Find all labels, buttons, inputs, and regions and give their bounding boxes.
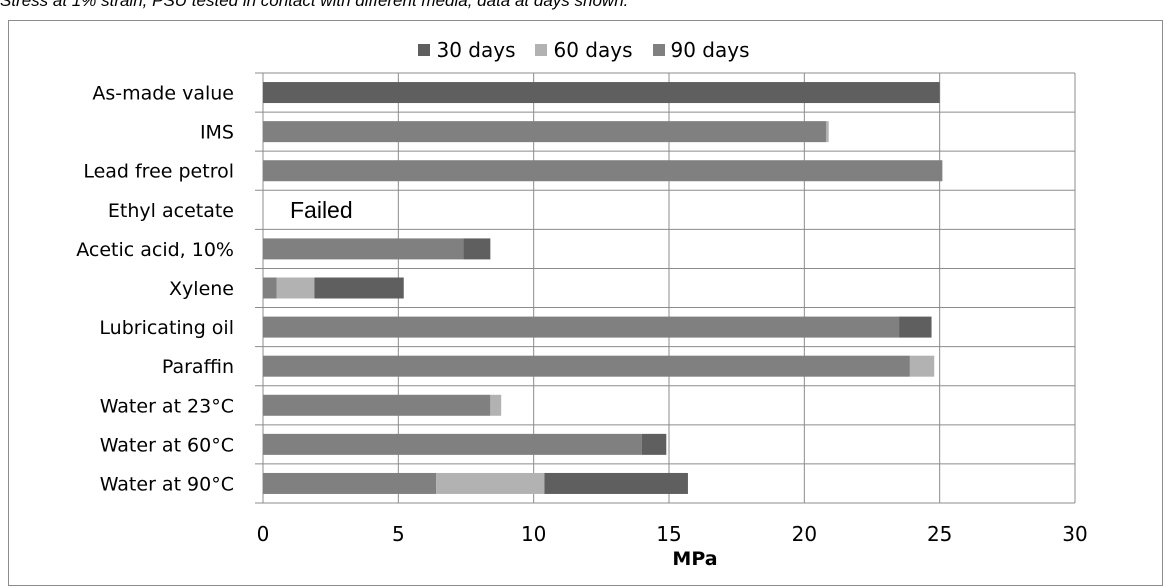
x-tick-label: 15 xyxy=(656,522,681,546)
x-tick-label: 30 xyxy=(1062,522,1087,546)
bar-segment xyxy=(314,277,404,299)
bar-segment xyxy=(899,316,932,338)
bar-segment xyxy=(263,82,940,104)
bar-segment xyxy=(263,277,277,299)
legend-label: 60 days xyxy=(553,38,633,62)
y-category-label: Acetic acid, 10% xyxy=(76,239,234,261)
legend-item: 30 days xyxy=(418,38,515,62)
bar-segment xyxy=(463,238,491,260)
y-category-label: Water at 60°C xyxy=(100,434,234,456)
bar-segment xyxy=(263,316,900,338)
bar-segment xyxy=(641,433,667,455)
bar-segment xyxy=(544,472,688,494)
legend-label: 90 days xyxy=(670,38,750,62)
y-category-label: As-made value xyxy=(92,83,234,105)
bar-segment xyxy=(263,433,642,455)
x-tick-label: 5 xyxy=(392,522,405,546)
y-category-label: Water at 23°C xyxy=(100,395,234,417)
x-tick-label: 25 xyxy=(927,522,952,546)
bar-segment xyxy=(490,394,502,416)
bar-segment xyxy=(263,160,943,182)
legend-label: 30 days xyxy=(436,38,516,62)
annotation-label: Failed xyxy=(290,197,353,223)
x-tick-label: 10 xyxy=(521,522,546,546)
x-tick-label: 20 xyxy=(792,522,817,546)
bar-segment xyxy=(909,355,935,377)
bar-segment xyxy=(436,472,545,494)
bar-segment xyxy=(825,121,829,143)
bar-segment xyxy=(276,277,315,299)
y-category-label: IMS xyxy=(200,122,234,144)
y-category-label: Ethyl acetate xyxy=(108,200,234,222)
y-category-label: Lead free petrol xyxy=(83,161,234,183)
y-category-label: Water at 90°C xyxy=(100,473,234,495)
y-category-label: Paraffin xyxy=(162,356,234,378)
figure-caption: Stress at 1% strain, PSU tested in conta… xyxy=(0,0,629,10)
y-category-label: Xylene xyxy=(169,278,234,300)
bar-segment xyxy=(263,238,464,260)
x-tick-label: 0 xyxy=(257,522,270,546)
bar-segment xyxy=(263,394,491,416)
legend-swatch xyxy=(652,44,665,56)
legend-swatch xyxy=(535,44,548,56)
legend-item: 90 days xyxy=(652,38,750,62)
bar-segment xyxy=(263,472,437,494)
y-category-label: Lubricating oil xyxy=(99,317,234,339)
bar-segment xyxy=(263,121,826,143)
chart-legend: 30 days 60 days 90 days xyxy=(0,36,1168,64)
legend-swatch xyxy=(418,44,431,56)
bar-segment xyxy=(263,355,910,377)
legend-item: 60 days xyxy=(535,38,633,62)
x-axis-title: MPa xyxy=(672,548,717,570)
